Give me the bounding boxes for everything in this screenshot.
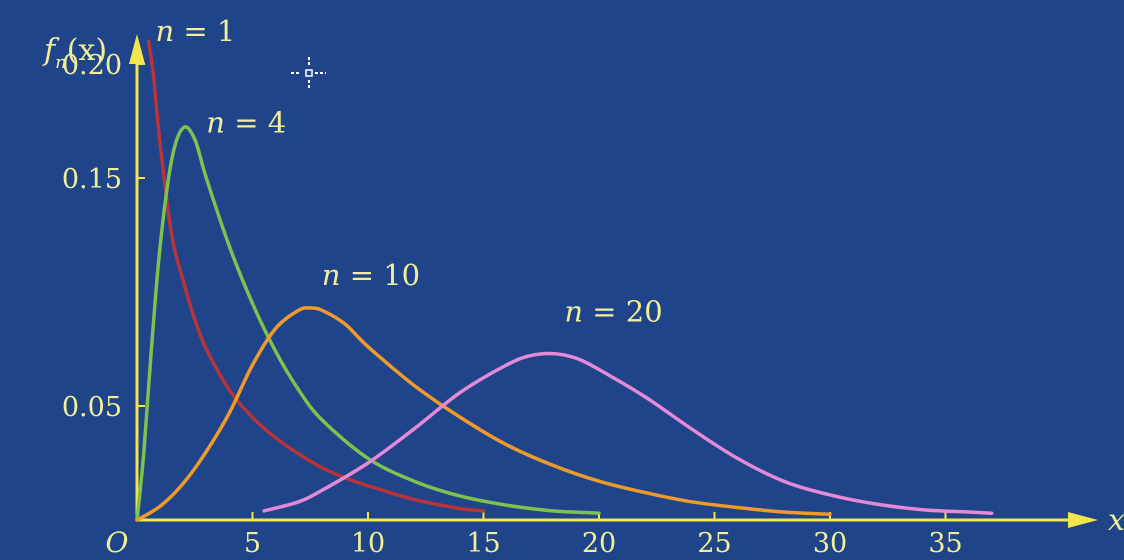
curve-label-1: n = 1 [155, 14, 235, 48]
x-tick-label: 30 [813, 528, 847, 559]
x-tick-label: 5 [244, 528, 261, 559]
series-line-1 [146, 39, 486, 513]
series-line-2 [135, 125, 601, 522]
origin-label: O [106, 526, 129, 559]
x-axis-label: x [1108, 503, 1124, 538]
x-tick-label: 35 [928, 528, 962, 559]
curve-label-2: n = 4 [206, 105, 286, 139]
series-line-4 [262, 351, 994, 515]
y-tick-label: 0.15 [62, 164, 122, 195]
crosshair-cursor-icon [291, 57, 326, 90]
curve-label-4: n = 20 [564, 295, 662, 329]
y-axis-arrow [129, 34, 145, 64]
series-group [135, 39, 994, 522]
x-tick-label: 25 [697, 528, 731, 559]
x-tick-label: 20 [582, 528, 616, 559]
x-tick-label: 10 [351, 528, 385, 559]
y-tick-label: 0.20 [62, 50, 122, 81]
x-axis-arrow [1068, 512, 1098, 528]
y-axis-label: fn(x) [42, 33, 107, 73]
y-tick-label: 0.05 [62, 392, 122, 423]
curve-label-3: n = 10 [322, 258, 420, 292]
labels-group: n = 1 n = 4 n = 10 n = 20 [155, 14, 662, 328]
x-tick-label: 15 [466, 528, 500, 559]
series-line-3 [135, 306, 832, 522]
